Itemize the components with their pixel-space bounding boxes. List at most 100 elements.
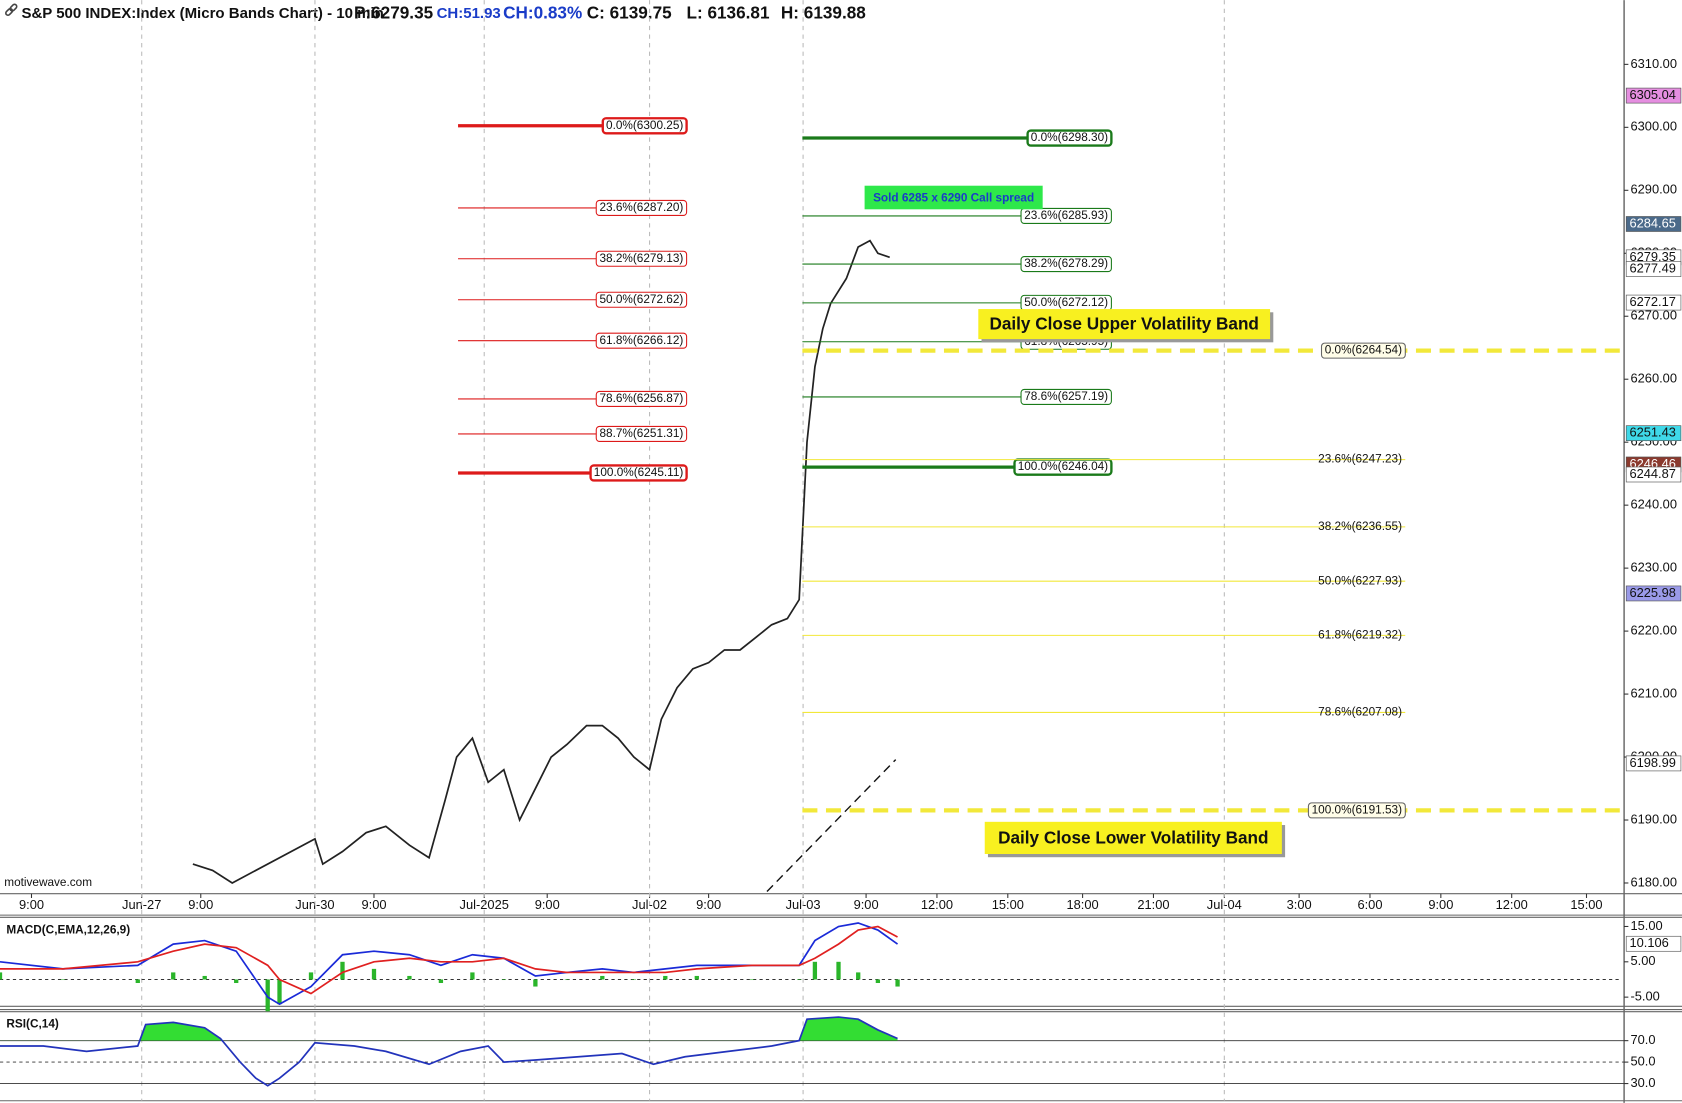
histogram-bar (135, 979, 140, 984)
histogram-bar (0, 972, 3, 980)
fib-label: 61.8%(6266.12) (599, 334, 683, 347)
fib-label-box (1307, 802, 1406, 819)
fib-label: 23.6%(6285.93) (1024, 209, 1108, 222)
link-icon (5, 3, 18, 17)
fib-label-box (595, 199, 688, 216)
indicator-title: MACD(C,EMA,12,26,9) (6, 923, 130, 936)
x-tick-label: 9:00 (188, 897, 213, 912)
x-tick-label: 15:00 (1570, 897, 1602, 912)
price-marker-label: 6272.17 (1629, 294, 1675, 309)
fib-label: 88.7%(6251.31) (599, 427, 683, 440)
fib-label: 23.6%(6287.20) (599, 201, 683, 214)
y-tick-label: 6270.00 (1631, 308, 1677, 323)
y-tick-label: -5.00 (1631, 989, 1660, 1004)
price-line (192, 239, 890, 884)
price-marker-label: 6279.35 (1629, 249, 1675, 264)
price-marker (1625, 216, 1682, 232)
fib-label: 100.0%(6246.04) (1018, 460, 1108, 473)
histogram-bar (797, 979, 802, 981)
fib-label: 23.6%(6247.23) (1318, 453, 1402, 466)
y-tick-label: 6290.00 (1631, 182, 1677, 197)
x-tick-label: 9:00 (696, 897, 721, 912)
overbought-fill (139, 1017, 898, 1041)
annotation-box (978, 309, 1271, 340)
price-marker (1625, 466, 1682, 483)
fib-label-box (1026, 129, 1113, 147)
histogram-bar (202, 975, 207, 980)
indicator-title: RSI(C,14) (6, 1018, 58, 1031)
annotation: Sold 6285 x 6290 Call spread (873, 192, 1034, 205)
fib-label: 61.8%(6219.32) (1318, 628, 1402, 641)
histogram-bar (749, 979, 755, 981)
y-tick-label: 6190.00 (1631, 811, 1677, 826)
x-tick-label: 9:00 (19, 897, 44, 912)
x-tick-label: 6:00 (1357, 897, 1382, 912)
price-marker-label: 6305.04 (1629, 87, 1675, 102)
histogram-bar (277, 979, 282, 1005)
trend-line (766, 759, 897, 893)
fib-label: 0.0%(6298.30) (1031, 131, 1108, 144)
fib-label-box (595, 390, 688, 407)
y-tick-label: 6300.00 (1631, 119, 1677, 134)
stat: CH:51.93 (437, 5, 501, 22)
annotation: Daily Close Lower Volatility Band (998, 828, 1268, 848)
price-marker-label: 10.106 (1629, 935, 1668, 950)
histogram-bar (470, 972, 475, 980)
fib-label: 38.2%(6279.13) (599, 252, 683, 265)
histogram-bar (812, 961, 818, 980)
x-tick-label: 9:00 (361, 897, 386, 912)
x-tick-label: 9:00 (1428, 897, 1453, 912)
price-marker (1625, 425, 1682, 442)
histogram-bar (895, 979, 900, 987)
price-marker (1625, 755, 1682, 772)
price-marker (1625, 585, 1682, 602)
price-marker-label: 6251.43 (1629, 425, 1675, 440)
y-tick-label: 30.0 (1631, 1075, 1656, 1090)
fib-label-box (1020, 207, 1112, 224)
fib-label-box (1320, 342, 1406, 359)
price-marker (1625, 261, 1682, 277)
histogram-bar (438, 979, 444, 984)
fib-label-box (1020, 255, 1112, 273)
histogram-bar (631, 979, 636, 981)
y-tick-label: 6180.00 (1631, 874, 1677, 889)
fib-label: 38.2%(6236.55) (1318, 520, 1402, 533)
y-tick-label: 15.00 (1631, 918, 1663, 933)
x-tick-label: 9:00 (535, 897, 560, 912)
fib-label: 78.6%(6207.08) (1318, 706, 1402, 719)
stat: CH:0.83% (503, 3, 582, 23)
fib-label: 50.0%(6227.93) (1318, 574, 1402, 587)
fib-label: 78.6%(6257.19) (1024, 390, 1108, 403)
y-tick-label: 6240.00 (1631, 497, 1677, 512)
histogram-bar (663, 975, 668, 980)
fib-label: 0.0%(6300.25) (606, 119, 683, 132)
chart-title: S&P 500 INDEX:Index (Micro Bands Chart) … (21, 5, 383, 22)
fib-label: 38.2%(6278.29) (1024, 257, 1108, 270)
price-marker (1625, 935, 1682, 952)
x-tick-label: 9:00 (854, 897, 879, 912)
x-tick-label: 12:00 (1496, 897, 1528, 912)
y-tick-label: 50.0 (1631, 1054, 1656, 1069)
fib-label-box (595, 425, 688, 442)
histogram-bar (340, 961, 345, 980)
histogram-bar (600, 975, 605, 980)
y-tick-label: 6230.00 (1631, 560, 1677, 575)
price-marker (1625, 294, 1682, 311)
stat: L: 6136.81 (687, 3, 770, 23)
fib-label: 100.0%(6191.53) (1312, 803, 1402, 816)
y-tick-label: 6260.00 (1631, 371, 1677, 386)
x-tick-label: 3:00 (1287, 897, 1312, 912)
annotation: Daily Close Upper Volatility Band (989, 314, 1258, 334)
histogram-bar (60, 979, 66, 981)
histogram-bar (234, 979, 239, 984)
y-tick-label: 6310.00 (1631, 56, 1677, 71)
histogram-bar (171, 972, 176, 980)
histogram-bar (371, 968, 377, 980)
price-marker-label: 6225.98 (1629, 585, 1675, 600)
y-tick-label: 70.0 (1631, 1032, 1656, 1047)
indicator-line (0, 1016, 898, 1087)
stat: H: 6139.88 (781, 3, 866, 23)
x-tick-label: 18:00 (1067, 897, 1099, 912)
